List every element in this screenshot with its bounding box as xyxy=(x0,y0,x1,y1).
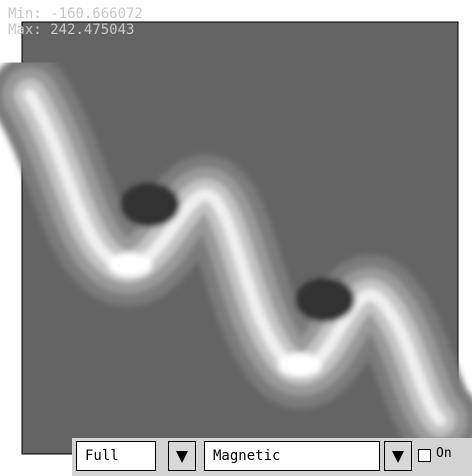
field-select[interactable]: Magnetic xyxy=(204,441,380,471)
min-label: Min: -160.666072 xyxy=(8,6,143,22)
range-dropdown-button[interactable] xyxy=(168,441,196,471)
viewer: Min: -160.666072 Max: 242.475043 Full Ma… xyxy=(0,0,472,476)
range-select[interactable]: Full xyxy=(76,441,156,471)
max-label: Max: 242.475043 xyxy=(8,22,134,38)
field-view xyxy=(0,0,472,476)
toggle-label: On xyxy=(436,446,452,461)
toggle-checkbox[interactable] xyxy=(418,449,431,462)
field-dropdown-button[interactable] xyxy=(384,441,412,471)
